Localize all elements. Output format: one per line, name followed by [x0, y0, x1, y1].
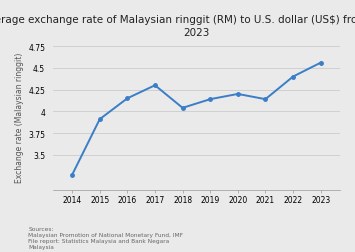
Title: Average exchange rate of Malaysian ringgit (RM) to U.S. dollar (US$) from 2014 t: Average exchange rate of Malaysian ringg… — [0, 15, 355, 38]
Y-axis label: Exchange rate (Malaysian ringgit): Exchange rate (Malaysian ringgit) — [15, 52, 24, 182]
Text: Sources:
Malaysian Promotion of National Monetary Fund, IMF
File report: Statist: Sources: Malaysian Promotion of National… — [28, 226, 184, 249]
